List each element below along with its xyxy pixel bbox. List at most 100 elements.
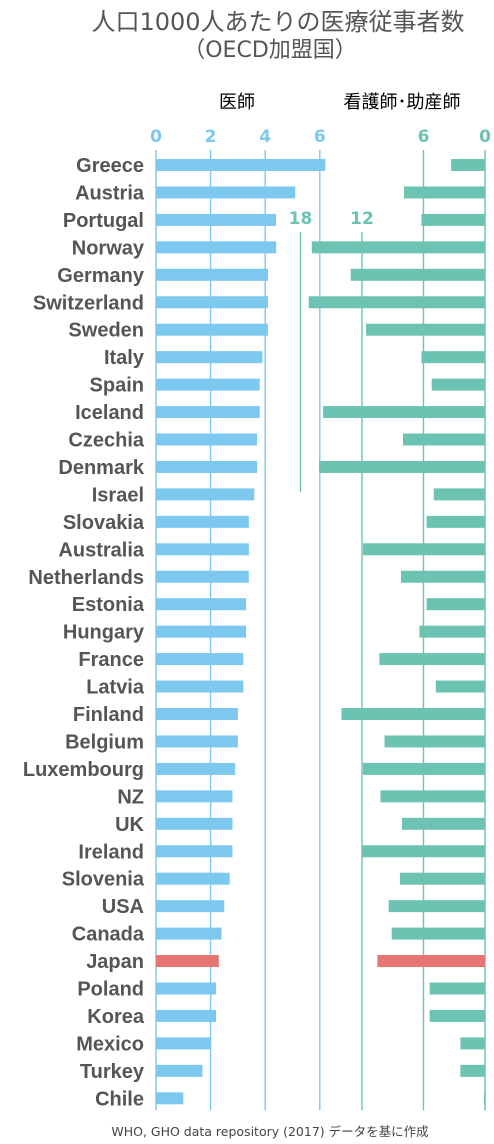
nurses-bar-iceland [323,406,485,419]
nurses-bar-nz [380,790,485,803]
country-label-australia: Australia [58,539,144,561]
country-label-hungary: Hungary [63,622,145,644]
nurses-bar-hungary [419,625,485,638]
doctors-bar-nz [156,790,233,803]
nurses-bar-switzerland [308,296,485,309]
nurses-bar-netherlands [400,570,485,583]
doctors-bar-canada [156,927,222,940]
doctors-series-label: 医師 [219,92,255,113]
country-label-france: France [78,649,144,671]
doctors-bar-australia [156,543,249,556]
doctors-bar-denmark [156,460,258,473]
nurses-bar-turkey [460,1064,485,1077]
nurses-bar-italy [421,351,485,364]
country-label-uk: UK [115,814,144,836]
doctors-tick-2: 2 [205,127,217,147]
doctors-bar-luxembourg [156,762,236,775]
doctors-bar-sweden [156,323,268,336]
doctors-bar-latvia [156,680,244,693]
doctors-tick-4: 4 [259,127,271,147]
nurses-bar-luxembourg [363,762,485,775]
nurses-bar-latvia [435,680,485,693]
doctors-bar-estonia [156,598,247,611]
doctors-bar-slovenia [156,872,230,885]
doctors-bar-greece [156,159,326,171]
doctors-bar-poland [156,982,217,995]
source-note: WHO, GHO data repository (2017) データを基に作成 [111,1124,428,1139]
nurses-bar-korea [429,1009,485,1022]
country-label-usa: USA [102,896,144,918]
country-label-estonia: Estonia [72,594,145,616]
country-label-nz: NZ [117,786,144,808]
nurses-bar-japan [377,955,485,968]
nurses-bar-slovakia [426,515,485,528]
country-label-chile: Chile [95,1088,144,1110]
doctors-bar-israel [156,488,255,501]
bars [156,159,485,1105]
nurses-bar-mexico [460,1037,485,1050]
doctors-bar-france [156,653,244,666]
nurses-series-label: 看護師･助産師 [344,92,461,113]
country-label-germany: Germany [57,265,145,287]
doctors-bar-germany [156,268,268,281]
nurses-bar-estonia [426,598,485,611]
doctors-tick-6: 6 [314,127,326,147]
nurses-bar-canada [391,927,485,940]
doctors-bar-italy [156,351,263,364]
doctors-bar-korea [156,1009,217,1022]
doctors-bar-netherlands [156,570,249,583]
doctors-bar-norway [156,241,277,254]
chart-title-line2: （OECD加盟国） [183,38,357,63]
country-label-luxembourg: Luxembourg [23,759,144,781]
doctors-tick-0: 0 [150,127,162,147]
country-label-slovakia: Slovakia [63,512,145,534]
nurses-tick-12: 12 [350,209,374,229]
axis-ticks: 0 2 4 6 0 6 12 18 [150,127,491,229]
doctors-bar-japan [156,955,219,968]
doctors-bar-belgium [156,735,238,748]
doctors-bar-hungary [156,625,247,638]
country-label-ireland: Ireland [78,841,144,863]
country-label-latvia: Latvia [86,677,145,699]
doctors-bar-turkey [156,1064,203,1077]
country-label-japan: Japan [86,951,144,973]
country-labels: Greece Austria Portugal Norway Germany Switze… [23,155,145,1110]
nurses-bar-chile [483,1092,485,1105]
country-label-canada: Canada [72,924,145,946]
nurses-bar-greece [451,159,485,171]
doctors-bar-chile [156,1092,184,1105]
nurses-bar-uk [401,817,485,830]
nurses-bar-sweden [366,323,485,336]
chart-title-line1: 人口1000人あたりの医療従事者数 [91,8,464,36]
country-label-turkey: Turkey [80,1061,145,1083]
doctors-bar-slovakia [156,515,249,528]
country-label-finland: Finland [73,704,144,726]
doctors-bar-mexico [156,1037,211,1050]
nurses-bar-czechia [403,433,485,446]
doctors-bar-uk [156,817,233,830]
nurses-bar-belgium [384,735,485,748]
nurses-tick-0: 0 [479,127,491,147]
country-label-norway: Norway [72,237,145,259]
nurses-bar-slovenia [399,872,485,885]
country-label-mexico: Mexico [76,1033,144,1055]
country-label-italy: Italy [104,347,145,369]
country-label-spain: Spain [90,375,144,397]
nurses-bar-poland [429,982,485,995]
nurses-bar-usa [388,900,485,913]
nurses-bar-ireland [362,845,485,858]
doctors-bar-ireland [156,845,233,858]
nurses-bar-denmark [318,460,485,473]
nurses-bar-germany [350,268,485,281]
country-label-greece: Greece [76,155,144,177]
doctors-bar-finland [156,708,238,720]
country-label-austria: Austria [75,182,145,204]
country-label-poland: Poland [77,979,144,1001]
nurses-bar-israel [433,488,485,501]
nurses-bar-portugal [421,213,485,226]
nurses-bar-norway [311,241,485,254]
country-label-sweden: Sweden [68,320,144,342]
doctors-bar-switzerland [156,296,268,309]
nurses-bar-france [379,653,485,666]
